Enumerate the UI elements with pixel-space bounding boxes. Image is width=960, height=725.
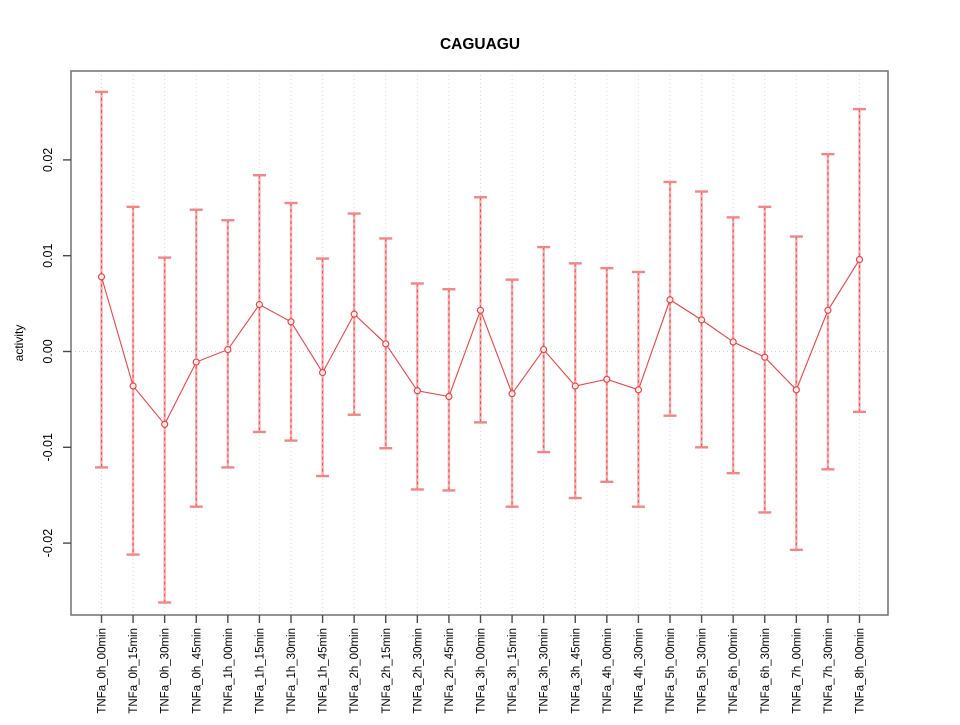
data-point bbox=[318, 368, 327, 377]
x-tick-label: TNFa_2h_30min bbox=[412, 628, 424, 714]
x-tick-label: TNFa_4h_00min bbox=[602, 628, 614, 714]
x-tick-label: TNFa_7h_30min bbox=[823, 628, 835, 714]
x-tick-label: TNFa_2h_45min bbox=[444, 628, 456, 714]
plot-area: -0.02 -0.01 0.00 0.01 0.02 TNFa_0h_00min TNFa_… bbox=[41, 70, 889, 714]
x-tick-label: TNFa_1h_00min bbox=[223, 628, 235, 714]
y-tick-label: -0.01 bbox=[41, 433, 55, 462]
data-point bbox=[634, 386, 643, 394]
data-point bbox=[350, 310, 358, 318]
y-tick-label: 0.02 bbox=[41, 148, 55, 172]
x-tick-label: TNFa_3h_00min bbox=[476, 628, 488, 714]
x-tick-label: TNFa_2h_15min bbox=[381, 628, 393, 714]
data-point bbox=[476, 306, 485, 314]
y-tick-label: -0.02 bbox=[41, 529, 55, 558]
x-tick-label: TNFa_1h_30min bbox=[286, 628, 298, 714]
x-tick-label: TNFa_4h_30min bbox=[633, 628, 645, 714]
x-tick-label: TNFa_3h_30min bbox=[539, 628, 551, 714]
data-point bbox=[192, 358, 200, 366]
x-tick-label: TNFa_1h_45min bbox=[318, 628, 330, 714]
data-point bbox=[382, 340, 390, 348]
data-point bbox=[697, 316, 706, 324]
data-point bbox=[603, 375, 611, 383]
data-point bbox=[413, 387, 421, 395]
data-point bbox=[161, 420, 169, 428]
data-point bbox=[571, 382, 579, 390]
plot-box bbox=[70, 70, 889, 616]
x-tick-label: TNFa_0h_45min bbox=[191, 628, 203, 714]
data-point bbox=[666, 296, 674, 304]
data-point bbox=[508, 390, 516, 398]
x-tick-label: TNFa_5h_30min bbox=[697, 628, 709, 714]
x-tick-label: TNFa_3h_15min bbox=[507, 628, 519, 714]
y-axis-title: activity bbox=[12, 325, 26, 362]
data-point bbox=[287, 318, 295, 326]
y-tick-label: 0.00 bbox=[41, 339, 55, 363]
data-point bbox=[824, 306, 832, 314]
x-tick-label: TNFa_1h_15min bbox=[254, 628, 266, 714]
data-point bbox=[540, 345, 548, 354]
x-tick-label: TNFa_7h_00min bbox=[791, 628, 803, 714]
x-tick-label: TNFa_3h_45min bbox=[570, 628, 582, 714]
data-point bbox=[792, 386, 800, 394]
y-tick-label: 0.01 bbox=[41, 243, 55, 267]
data-point bbox=[255, 300, 264, 309]
x-tick-label: TNFa_0h_00min bbox=[97, 628, 109, 714]
x-tick-label: TNFa_8h_00min bbox=[855, 628, 867, 714]
x-tick-label: TNFa_0h_15min bbox=[128, 628, 140, 714]
x-tick-label: TNFa_0h_30min bbox=[160, 628, 172, 714]
data-point bbox=[129, 382, 137, 390]
data-point bbox=[729, 338, 737, 346]
data-point bbox=[761, 353, 769, 361]
x-tick-label: TNFa_6h_30min bbox=[760, 628, 772, 714]
x-tick-label: TNFa_5h_00min bbox=[665, 628, 677, 714]
chart-title: CAGUAGU bbox=[440, 36, 520, 53]
data-point bbox=[224, 345, 232, 354]
data-point bbox=[855, 255, 864, 264]
x-tick-label: TNFa_2h_00min bbox=[349, 628, 361, 714]
x-tick-label: TNFa_6h_00min bbox=[728, 628, 740, 714]
data-point bbox=[97, 273, 106, 281]
data-point bbox=[445, 392, 453, 401]
